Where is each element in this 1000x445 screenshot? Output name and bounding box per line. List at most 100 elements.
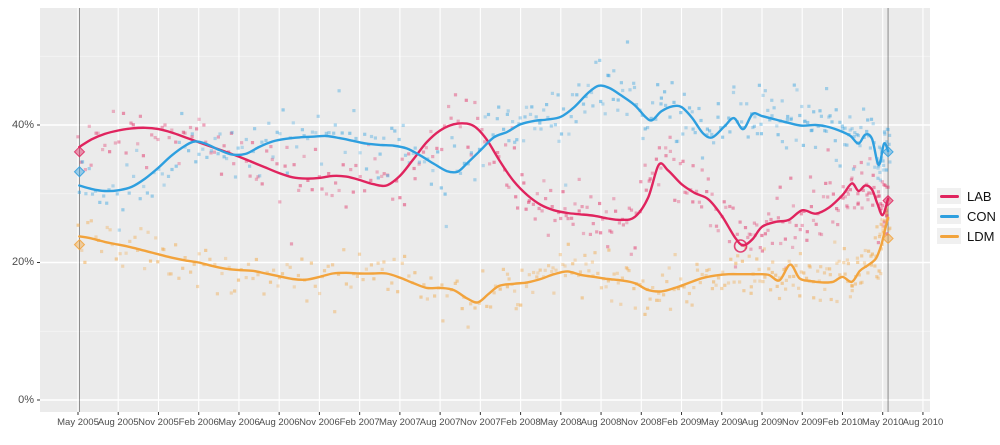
poll-point-con <box>619 81 623 85</box>
poll-point-lab <box>752 221 756 225</box>
poll-point-con <box>654 117 658 121</box>
poll-point-con <box>693 131 697 135</box>
poll-point-lab <box>657 183 661 187</box>
general-election-2010-result-lab <box>882 194 894 207</box>
poll-point-con <box>841 127 845 131</box>
poll-point-con <box>828 114 832 118</box>
poll-point-ldm <box>390 281 394 285</box>
poll-point-lab <box>849 178 853 182</box>
poll-point-ldm <box>174 243 178 247</box>
poll-point-lab <box>763 232 767 236</box>
x-axis-label: May 2009 <box>700 417 743 428</box>
poll-point-ldm <box>256 273 260 277</box>
poll-point-con <box>429 182 433 186</box>
poll-point-con <box>378 152 382 156</box>
poll-point-lab <box>373 157 377 161</box>
poll-point-lab <box>94 131 98 135</box>
poll-point-lab <box>883 183 887 187</box>
poll-point-ldm <box>738 280 742 284</box>
poll-point-lab <box>794 223 798 228</box>
poll-point-con <box>194 160 198 164</box>
poll-point-ldm <box>846 262 850 266</box>
poll-point-ldm <box>204 248 208 252</box>
poll-point-ldm <box>292 285 296 289</box>
poll-point-con <box>267 121 271 125</box>
poll-point-lab <box>197 117 201 121</box>
poll-point-lab <box>870 191 874 195</box>
poll-point-lab <box>421 150 426 154</box>
poll-point-con <box>823 129 827 133</box>
poll-point-ldm <box>859 281 863 285</box>
poll-point-ldm <box>516 303 520 307</box>
poll-point-lab <box>867 191 871 195</box>
poll-point-ldm <box>181 266 185 270</box>
poll-point-lab <box>141 154 145 158</box>
poll-point-con <box>216 152 220 156</box>
poll-point-con <box>679 111 683 115</box>
poll-point-con <box>473 178 477 182</box>
poll-point-con <box>759 122 763 126</box>
poll-point-ldm <box>862 261 867 265</box>
poll-point-lab <box>612 197 616 201</box>
poll-point-con <box>721 135 725 139</box>
poll-point-con <box>542 108 546 112</box>
poll-point-lab <box>764 220 769 224</box>
poll-point-con <box>530 105 534 109</box>
poll-point-lab <box>700 168 704 172</box>
poll-point-ldm <box>838 273 842 277</box>
poll-point-lab <box>469 153 473 157</box>
poll-point-ldm <box>835 261 839 265</box>
poll-point-lab <box>83 168 87 172</box>
poll-point-con <box>664 103 668 107</box>
poll-point-lab <box>610 230 614 234</box>
poll-point-con <box>882 130 887 134</box>
x-axis-label: May 2010 <box>861 417 904 428</box>
poll-point-lab <box>831 220 835 224</box>
poll-point-con <box>539 127 543 131</box>
poll-point-ldm <box>787 259 791 263</box>
poll-point-ldm <box>236 278 241 282</box>
poll-point-lab <box>103 143 107 147</box>
poll-point-lab <box>330 193 334 198</box>
poll-point-con <box>809 129 813 133</box>
poll-point-ldm <box>280 272 285 276</box>
poll-point-lab <box>222 144 226 148</box>
poll-point-lab <box>683 190 687 194</box>
poll-point-lab <box>240 141 244 145</box>
poll-point-con <box>483 115 487 119</box>
poll-point-con <box>656 83 660 87</box>
poll-point-ldm <box>215 292 219 296</box>
poll-point-con <box>761 93 765 97</box>
poll-point-lab <box>577 177 581 181</box>
poll-point-con <box>699 118 703 123</box>
poll-point-ldm <box>507 277 511 281</box>
poll-point-ldm <box>881 229 885 233</box>
poll-point-ldm <box>445 294 449 298</box>
poll-point-con <box>452 144 457 148</box>
poll-point-con <box>616 98 620 102</box>
poll-point-ldm <box>505 285 509 289</box>
poll-point-con <box>98 200 102 204</box>
poll-point-con <box>505 112 509 116</box>
poll-point-ldm <box>817 279 821 283</box>
poll-point-con <box>594 60 598 64</box>
poll-point-lab <box>608 229 612 233</box>
poll-point-con <box>599 99 603 104</box>
poll-point-lab <box>577 209 581 213</box>
poll-point-con <box>649 116 653 120</box>
poll-point-lab <box>886 185 890 189</box>
poll-point-con <box>564 183 568 187</box>
poll-point-lab <box>845 189 849 194</box>
poll-point-ldm <box>729 257 733 261</box>
x-axis-label: Nov 2005 <box>138 417 179 428</box>
poll-point-con <box>302 134 306 138</box>
poll-point-con <box>559 132 564 136</box>
poll-point-ldm <box>721 270 725 274</box>
poll-point-con <box>132 174 136 178</box>
poll-point-ldm <box>578 270 582 274</box>
poll-point-lab <box>181 130 185 134</box>
trend-line-ldm <box>78 216 890 304</box>
poll-point-lab <box>871 173 875 177</box>
poll-point-lab <box>488 162 492 166</box>
poll-point-con <box>824 129 829 133</box>
